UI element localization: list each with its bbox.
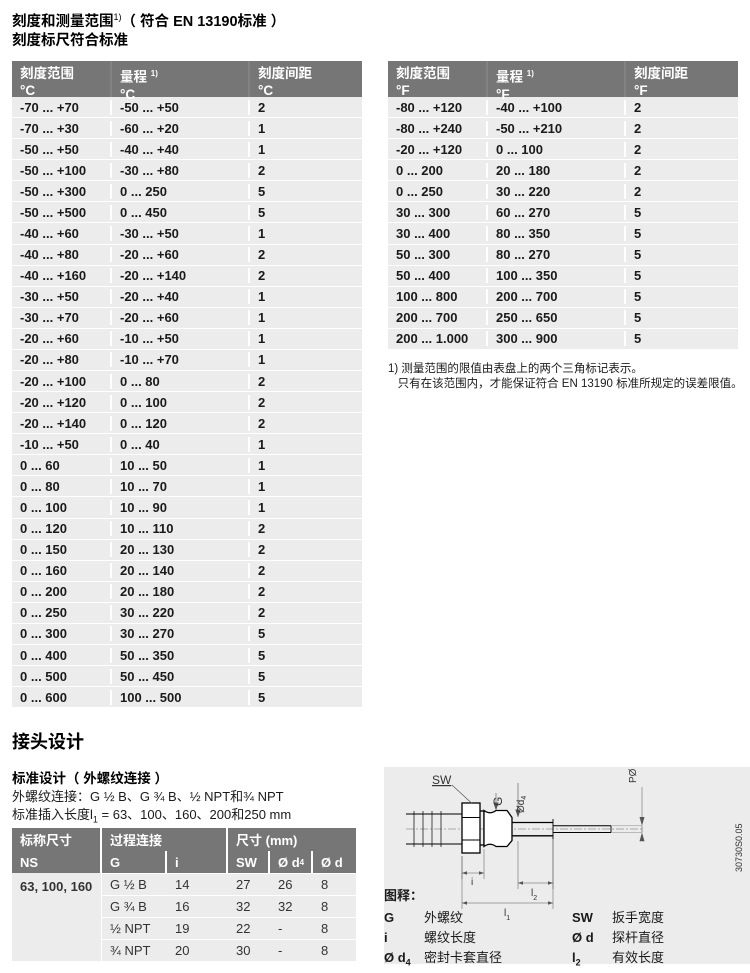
svg-text:30730S0.05: 30730S0.05 — [734, 823, 744, 872]
svg-text:G: G — [491, 797, 505, 806]
svg-text:PØ: PØ — [628, 768, 639, 783]
svg-text:l2: l2 — [531, 888, 537, 902]
svg-text:l1: l1 — [504, 908, 510, 922]
svg-text:SW: SW — [432, 773, 452, 787]
svg-text:i: i — [471, 877, 473, 888]
